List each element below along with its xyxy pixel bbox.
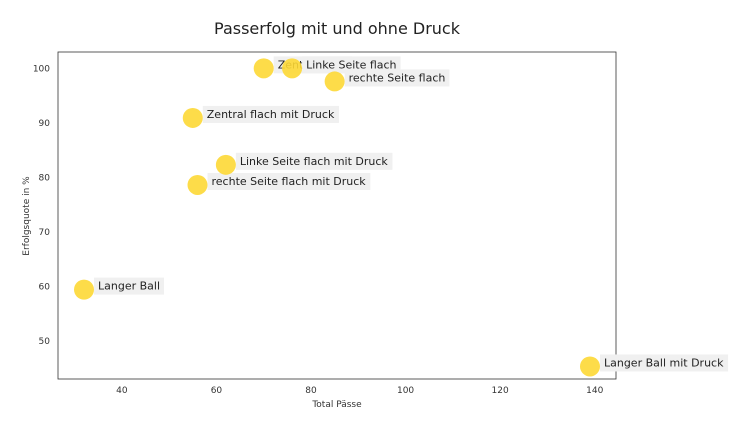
y-tick-label: 60 [39,282,51,292]
point-label: Langer Ball [98,280,160,293]
x-tick-label: 80 [305,386,317,396]
point-label-group: Linke Seite flach [302,56,401,74]
point-label-background [207,172,371,190]
data-point [282,58,303,79]
chart-title: Passerfolg mit und ohne Druck [214,19,461,38]
data-point [74,279,95,300]
point-label-group: Linke Seite flach mit Druck [235,152,393,170]
point-label: Zentral flach mit Druck [207,108,335,121]
point-label-background [344,69,450,87]
point-label: Linke Seite flach [306,58,396,71]
data-point [215,154,236,175]
point-label-background [94,277,165,295]
point-label-background [202,105,339,123]
y-tick-labels: 50 60 70 80 90 100 [33,64,50,347]
point-label-group: Langer Ball [94,277,165,295]
data-point [253,58,274,79]
y-tick-label: 50 [39,337,51,347]
x-tick-label: 100 [397,386,414,396]
data-point [187,174,208,195]
point-label-group: rechte Seite flach mit Druck [207,172,371,190]
point-label: rechte Seite flach mit Druck [212,175,367,188]
point-label-background [599,354,729,372]
point-label-group: Langer Ball mit Druck [599,354,729,372]
y-tick-label: 80 [39,173,51,183]
x-axis-label: Total Pässe [311,400,362,410]
x-tick-label: 120 [492,386,509,396]
plot-area [57,51,617,380]
point-label-background [302,56,401,74]
x-tick-labels: 40 60 80 100 120 140 [116,386,603,396]
y-tick-label: 100 [33,64,50,74]
point-label: Linke Seite flach mit Druck [240,155,389,168]
x-tick-label: 60 [211,386,223,396]
x-tick-label: 140 [586,386,603,396]
data-point [182,107,203,128]
data-point [324,71,345,92]
point-label-background [235,152,393,170]
y-tick-label: 70 [39,228,51,238]
y-tick-label: 90 [39,119,51,129]
point-label-group: Zentral flach mit Druck [202,105,339,123]
x-tick-label: 40 [116,386,128,396]
point-label: Langer Ball mit Druck [604,356,724,369]
data-point [579,356,600,377]
y-axis-label: Erfolgsquote in % [22,176,32,256]
data-points [74,58,600,377]
point-label: rechte Seite flach [349,71,446,84]
point-label-group: rechte Seite flach [344,69,450,87]
